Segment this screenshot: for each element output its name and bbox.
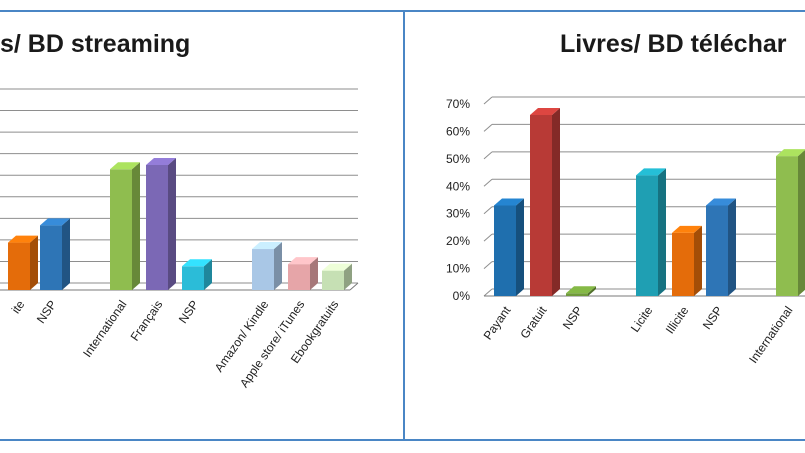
bar-side xyxy=(588,286,596,296)
bar xyxy=(530,114,552,296)
bar-top xyxy=(110,162,140,170)
gridline-side xyxy=(483,261,493,269)
x-category-label: Licite xyxy=(628,303,656,334)
bar-side xyxy=(132,162,140,290)
bar xyxy=(494,205,516,296)
bar xyxy=(636,175,658,296)
y-tick-label: 60% xyxy=(446,124,470,138)
bar-top xyxy=(706,198,736,206)
bar-side xyxy=(658,168,666,296)
right-chart-title: Livres/ BD téléchar xyxy=(560,30,787,58)
bar-top xyxy=(252,242,282,250)
bar-top xyxy=(40,218,70,226)
gridline-side xyxy=(483,206,493,215)
bar-top xyxy=(288,257,318,265)
bar xyxy=(252,249,274,290)
bar-side xyxy=(310,257,318,290)
bar xyxy=(110,169,132,290)
y-tick-label: 20% xyxy=(446,234,470,248)
y-tick-label: 30% xyxy=(446,207,470,221)
bar xyxy=(288,264,310,290)
bar-top xyxy=(776,149,805,157)
right-chart-panel xyxy=(403,10,805,441)
y-tick-label: 70% xyxy=(446,97,470,111)
bar-side xyxy=(728,198,736,296)
x-category-label: Gratuit xyxy=(517,303,550,341)
bar-side xyxy=(30,235,38,290)
bar xyxy=(706,205,728,296)
x-category-label: Payant xyxy=(481,303,514,342)
bar xyxy=(182,266,204,290)
y-tick-label: 10% xyxy=(446,262,470,276)
y-tick-label: 50% xyxy=(446,152,470,166)
bar xyxy=(8,242,30,290)
bar-top xyxy=(322,263,352,271)
bar-top xyxy=(8,235,38,243)
bar xyxy=(322,270,344,290)
bar-top xyxy=(672,225,702,233)
bar-side xyxy=(798,149,805,296)
gridline-side xyxy=(483,178,493,187)
left-chart-title: s/ BD streaming xyxy=(0,30,191,58)
gridline-side xyxy=(483,124,493,132)
bar-top xyxy=(182,259,212,267)
bar-top xyxy=(146,157,176,165)
bar-side xyxy=(552,107,560,296)
bar-side xyxy=(694,225,702,296)
x-category-label: NSP xyxy=(560,304,586,332)
x-category-label: Illicite xyxy=(663,303,692,336)
bar xyxy=(672,232,694,296)
bar-top xyxy=(566,286,596,294)
bar xyxy=(566,293,588,296)
bar-top xyxy=(636,168,666,176)
bar-top xyxy=(494,198,524,206)
bar-side xyxy=(516,198,524,296)
gridline-side xyxy=(483,233,493,242)
x-axis-depth xyxy=(349,282,359,291)
bar-side xyxy=(168,157,176,290)
y-tick-label: 40% xyxy=(446,179,470,193)
bar-side xyxy=(62,218,70,290)
bar xyxy=(146,164,168,290)
bar-side xyxy=(344,263,352,290)
gridline-side xyxy=(483,288,493,297)
gridline-side xyxy=(483,96,493,105)
bar xyxy=(40,225,62,290)
y-tick-label: 0% xyxy=(453,289,471,303)
bar xyxy=(776,156,798,296)
x-category-label: NSP xyxy=(700,304,726,332)
x-category-label: International xyxy=(746,304,795,366)
bar-side xyxy=(274,242,282,290)
bar-side xyxy=(204,259,212,290)
bar-top xyxy=(530,107,560,115)
gridline-side xyxy=(483,151,493,160)
